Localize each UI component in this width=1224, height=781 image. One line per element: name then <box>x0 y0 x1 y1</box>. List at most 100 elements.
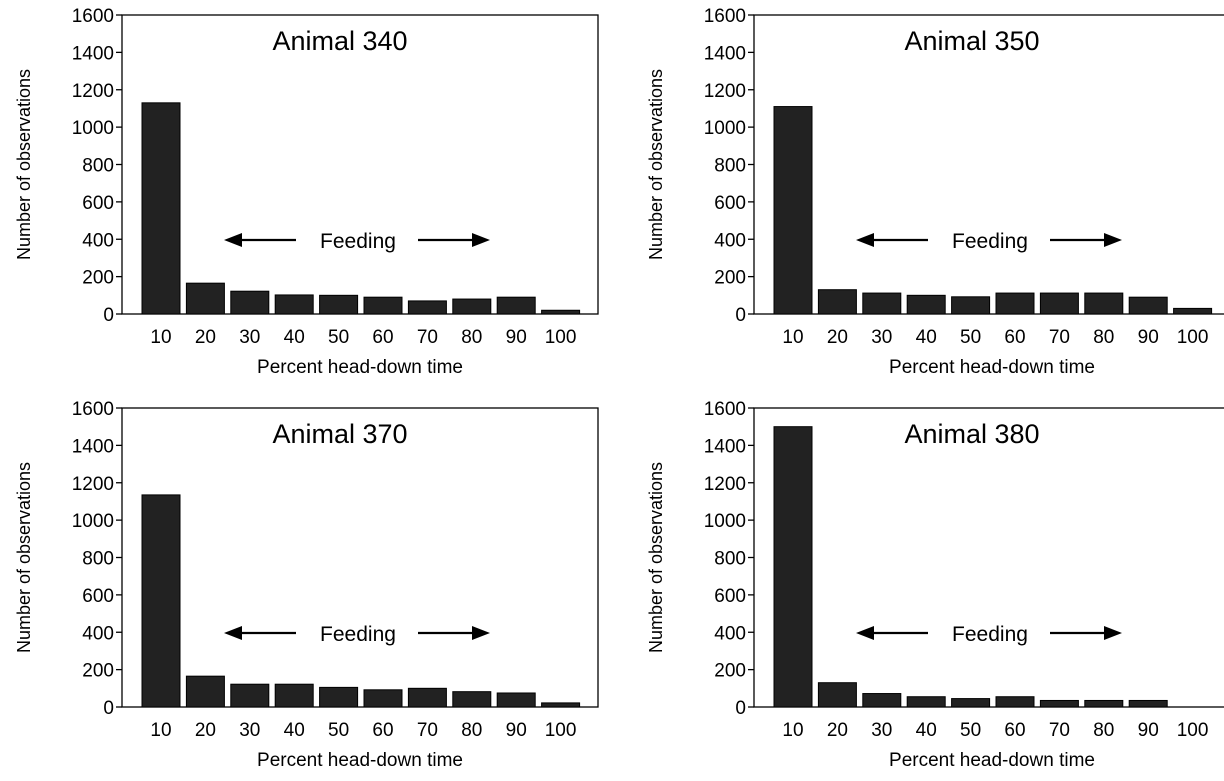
x-tick-label: 50 <box>960 327 981 348</box>
chart-svg-1: 0 200 400 600 800 1000 1200 1400 1600 10 20 30 40 50 6… <box>14 6 599 378</box>
y-tick-label: 400 <box>714 230 746 251</box>
plot-frame <box>753 14 1224 315</box>
feeding-arrow-right-head <box>472 233 490 247</box>
y-tick-label: 1400 <box>72 436 114 457</box>
bar <box>906 696 946 708</box>
x-tick-label: 70 <box>417 327 438 348</box>
bar <box>995 696 1035 708</box>
bar <box>1039 699 1079 708</box>
plot-frame <box>121 407 599 708</box>
bar <box>141 494 181 708</box>
y-tick-label: 200 <box>714 268 746 289</box>
bar <box>230 290 270 315</box>
chart-svg-3: 0 200 400 600 800 1000 1200 1400 1600 10 20 30 40 50 6… <box>14 399 599 771</box>
bar <box>817 289 857 315</box>
bar <box>496 692 536 708</box>
bar <box>1173 307 1213 315</box>
chart-title: Animal 350 <box>904 26 1039 56</box>
x-tick-label: 50 <box>328 327 349 348</box>
bar <box>951 296 991 315</box>
y-axis-label: Number of observations <box>14 462 34 653</box>
y-tick-label: 200 <box>82 268 114 289</box>
bar <box>274 294 314 315</box>
feeding-label: Feeding <box>320 230 396 253</box>
bar <box>274 683 314 708</box>
x-tick-label: 50 <box>328 720 349 741</box>
x-tick-label: 90 <box>506 720 527 741</box>
y-tick-label: 1200 <box>72 81 114 102</box>
x-axis-label: Percent head-down time <box>257 750 463 771</box>
feeding-label: Feeding <box>320 623 396 646</box>
x-axis-label: Percent head-down time <box>257 357 463 378</box>
feeding-arrow-left-head <box>224 626 242 640</box>
chart-panel-4: 0 200 400 600 800 1000 1200 1400 1600 10 20 30 40 50 6… <box>632 393 1224 781</box>
y-tick-label: 800 <box>714 156 746 177</box>
x-tick-label: 40 <box>916 327 937 348</box>
y-tick-label: 600 <box>714 193 746 214</box>
y-tick-label: 200 <box>714 661 746 682</box>
bar <box>862 693 902 708</box>
x-tick-label: 90 <box>1138 327 1159 348</box>
x-tick-label: 20 <box>827 327 848 348</box>
bar <box>951 698 991 708</box>
y-tick-label: 1400 <box>72 43 114 64</box>
bar <box>452 298 492 315</box>
y-axis-label: Number of observations <box>646 69 666 260</box>
chart-title: Animal 340 <box>272 26 407 56</box>
x-tick-label: 100 <box>545 327 577 348</box>
x-tick-label: 60 <box>372 327 393 348</box>
y-tick-label: 1600 <box>704 6 746 27</box>
feeding-arrow-left-head <box>224 233 242 247</box>
bar <box>773 426 813 708</box>
y-tick-label: 1200 <box>72 474 114 495</box>
y-axis-label: Number of observations <box>646 462 666 653</box>
y-tick-label: 800 <box>82 549 114 570</box>
bar <box>862 292 902 315</box>
x-tick-label: 70 <box>1049 720 1070 741</box>
bar <box>995 292 1035 315</box>
feeding-arrow-right-head <box>472 626 490 640</box>
y-tick-label: 1200 <box>704 81 746 102</box>
x-tick-label: 60 <box>372 720 393 741</box>
bar <box>817 682 857 708</box>
x-tick-label: 40 <box>284 720 305 741</box>
x-tick-label: 70 <box>417 720 438 741</box>
chart-svg-4: 0 200 400 600 800 1000 1200 1400 1600 10 20 30 40 50 6… <box>646 399 1224 771</box>
y-tick-label: 1200 <box>704 474 746 495</box>
x-tick-label: 80 <box>1093 720 1114 741</box>
x-tick-label: 80 <box>461 720 482 741</box>
chart-panel-3: 0 200 400 600 800 1000 1200 1400 1600 10 20 30 40 50 6… <box>0 393 612 781</box>
x-tick-label: 30 <box>871 720 892 741</box>
bar <box>185 675 225 708</box>
y-tick-label: 1000 <box>704 511 746 532</box>
y-tick-label: 200 <box>82 661 114 682</box>
y-tick-label: 1000 <box>72 511 114 532</box>
x-tick-label: 100 <box>1177 720 1209 741</box>
plot-frame <box>753 407 1224 708</box>
y-tick-label: 0 <box>103 698 114 719</box>
x-tick-label: 60 <box>1004 327 1025 348</box>
x-axis-label: Percent head-down time <box>889 750 1095 771</box>
y-tick-label: 400 <box>714 623 746 644</box>
bar <box>496 296 536 315</box>
y-tick-label: 800 <box>82 156 114 177</box>
x-tick-label: 100 <box>545 720 577 741</box>
y-tick-label: 600 <box>82 193 114 214</box>
y-tick-label: 1400 <box>704 43 746 64</box>
x-tick-label: 80 <box>1093 327 1114 348</box>
bar <box>1084 699 1124 708</box>
bar <box>1128 296 1168 315</box>
feeding-label: Feeding <box>952 230 1028 253</box>
bar <box>541 702 581 708</box>
x-tick-label: 70 <box>1049 327 1070 348</box>
x-tick-label: 20 <box>195 720 216 741</box>
x-tick-label: 20 <box>827 720 848 741</box>
bar <box>906 294 946 315</box>
bar <box>141 102 181 315</box>
x-tick-label: 10 <box>782 720 803 741</box>
x-tick-label: 60 <box>1004 720 1025 741</box>
x-tick-label: 100 <box>1177 327 1209 348</box>
bar <box>363 296 403 315</box>
x-tick-label: 30 <box>871 327 892 348</box>
bar <box>319 686 359 708</box>
